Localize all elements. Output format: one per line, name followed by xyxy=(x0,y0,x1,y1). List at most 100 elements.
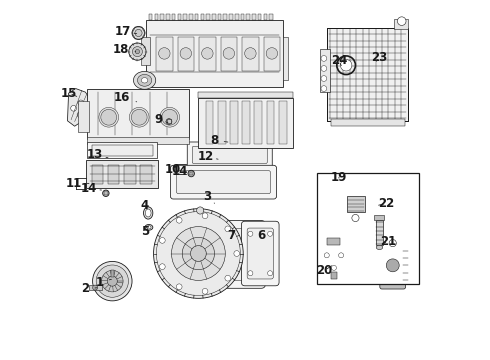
Bar xyxy=(279,101,287,144)
Text: 20: 20 xyxy=(317,264,333,277)
Circle shape xyxy=(268,231,272,236)
Bar xyxy=(206,14,210,21)
Circle shape xyxy=(71,105,76,111)
Bar xyxy=(87,142,157,158)
Circle shape xyxy=(321,76,327,81)
Bar xyxy=(242,101,250,144)
FancyBboxPatch shape xyxy=(187,142,272,168)
Ellipse shape xyxy=(376,245,383,249)
Text: 17: 17 xyxy=(115,25,137,38)
Circle shape xyxy=(201,48,213,59)
Text: 15: 15 xyxy=(61,87,77,100)
Circle shape xyxy=(78,100,84,106)
Bar xyxy=(177,14,181,21)
Text: 7: 7 xyxy=(227,229,235,242)
Bar xyxy=(331,272,337,279)
Ellipse shape xyxy=(147,226,151,229)
Bar xyxy=(327,238,341,244)
Circle shape xyxy=(96,265,128,297)
Bar xyxy=(331,119,405,126)
Text: 18: 18 xyxy=(113,42,136,55)
Bar xyxy=(108,165,120,184)
Ellipse shape xyxy=(141,78,148,83)
Text: 4: 4 xyxy=(141,199,148,212)
Bar xyxy=(189,14,193,21)
Text: 6: 6 xyxy=(257,229,265,242)
Circle shape xyxy=(166,119,172,125)
Bar xyxy=(241,14,245,21)
Ellipse shape xyxy=(144,207,153,219)
Bar xyxy=(264,14,267,21)
Circle shape xyxy=(225,226,231,232)
Text: 10: 10 xyxy=(165,163,186,176)
Circle shape xyxy=(93,285,98,290)
Bar xyxy=(149,14,152,21)
Circle shape xyxy=(135,30,142,37)
Circle shape xyxy=(132,27,145,40)
Bar xyxy=(92,165,103,184)
Ellipse shape xyxy=(137,75,152,86)
Circle shape xyxy=(131,109,147,125)
Circle shape xyxy=(245,48,256,59)
Circle shape xyxy=(397,17,406,26)
Bar xyxy=(156,37,172,71)
Circle shape xyxy=(321,66,327,71)
Circle shape xyxy=(339,253,343,258)
FancyBboxPatch shape xyxy=(171,165,276,199)
Bar xyxy=(178,37,194,71)
Circle shape xyxy=(176,284,182,289)
Bar xyxy=(87,160,158,188)
FancyBboxPatch shape xyxy=(227,228,259,280)
Circle shape xyxy=(135,49,140,54)
Bar xyxy=(124,165,136,184)
Bar xyxy=(78,101,89,132)
Bar xyxy=(147,21,283,87)
Text: 14: 14 xyxy=(81,183,101,195)
Circle shape xyxy=(159,238,165,243)
FancyBboxPatch shape xyxy=(221,221,266,288)
Bar xyxy=(198,98,294,148)
Bar xyxy=(235,14,239,21)
Circle shape xyxy=(102,190,109,197)
Bar xyxy=(198,92,294,98)
Bar xyxy=(319,49,330,92)
Circle shape xyxy=(191,246,206,261)
Ellipse shape xyxy=(160,107,179,127)
Text: 11: 11 xyxy=(66,177,89,190)
Bar xyxy=(243,37,259,71)
Circle shape xyxy=(386,259,399,272)
Circle shape xyxy=(266,48,278,59)
Text: 13: 13 xyxy=(87,148,108,161)
Circle shape xyxy=(389,239,396,247)
Circle shape xyxy=(132,46,143,57)
Circle shape xyxy=(324,253,329,258)
Circle shape xyxy=(234,251,240,256)
Circle shape xyxy=(331,265,337,270)
Bar xyxy=(221,37,237,71)
Ellipse shape xyxy=(146,209,151,217)
Text: 21: 21 xyxy=(380,235,396,248)
Bar xyxy=(394,19,408,30)
Bar xyxy=(347,196,365,212)
Bar xyxy=(141,37,150,65)
Circle shape xyxy=(172,226,225,280)
Bar xyxy=(229,14,233,21)
Bar xyxy=(254,101,262,144)
Ellipse shape xyxy=(99,107,119,127)
Text: 1: 1 xyxy=(96,276,111,289)
Bar xyxy=(190,171,193,175)
FancyBboxPatch shape xyxy=(192,146,267,163)
Text: 12: 12 xyxy=(197,150,218,163)
Text: 14: 14 xyxy=(172,165,191,177)
Circle shape xyxy=(180,48,192,59)
Bar xyxy=(195,14,198,21)
Circle shape xyxy=(321,86,327,91)
Bar xyxy=(183,14,187,21)
Bar xyxy=(111,270,114,277)
Bar xyxy=(140,165,152,184)
Circle shape xyxy=(153,209,243,298)
Circle shape xyxy=(93,261,132,301)
Bar xyxy=(92,145,153,156)
Bar xyxy=(104,191,108,195)
FancyBboxPatch shape xyxy=(380,242,406,289)
